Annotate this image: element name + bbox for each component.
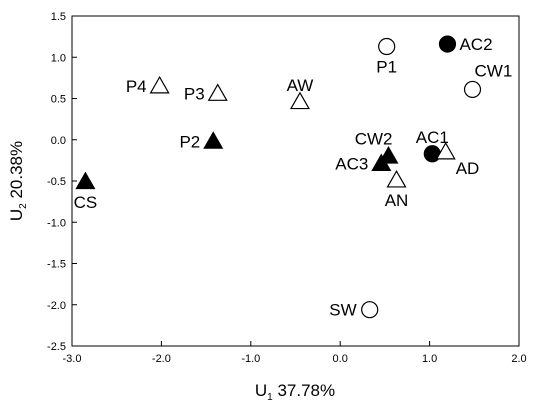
y-tick-label: 0.0 <box>51 135 66 147</box>
point-label-an: AN <box>385 191 409 210</box>
point-label-ad: AD <box>456 159 480 178</box>
x-tick-label: 0.0 <box>333 353 348 365</box>
x-tick-label: -3.0 <box>63 353 82 365</box>
point-marker-ac2 <box>438 35 457 53</box>
point-marker-aw <box>289 91 311 110</box>
y-tick-label: -0.5 <box>47 176 66 188</box>
point-label-p2: P2 <box>179 132 200 151</box>
x-tick-label: 2.0 <box>511 353 526 365</box>
x-axis-ticks: -3.0 -2.0 -1.0 0.0 1.0 2.0 <box>63 341 527 365</box>
point-label-aw: AW <box>287 76 314 95</box>
y-axis-ticks: 1.5 1.0 0.5 0.0 -0.5 -1.0 -1.5 -2.0 -2.5 <box>47 11 77 353</box>
point-marker-ad <box>435 141 456 160</box>
x-tick-label: -2.0 <box>152 353 171 365</box>
x-tick-label: 1.0 <box>422 353 437 365</box>
point-marker-ac3 <box>371 153 392 172</box>
point-label-sw: SW <box>329 301 356 320</box>
y-axis-title: U2 20.38% <box>7 141 29 221</box>
y-tick-label: -1.0 <box>47 217 66 229</box>
y-tick-label: 1.5 <box>51 11 66 23</box>
y-tick-label: 0.5 <box>51 94 66 106</box>
point-marker-cs <box>75 171 96 190</box>
y-tick-label: -2.0 <box>47 300 66 312</box>
data-points: CS P4 P3 P2 AW P1 AC2 CW1 CW2 AC3 AN AC1 AD SW <box>74 35 513 320</box>
point-label-ac1: AC1 <box>416 128 449 147</box>
point-label-cw2: CW2 <box>355 129 393 148</box>
point-label-ac3: AC3 <box>335 155 368 174</box>
point-marker-p2 <box>203 131 224 149</box>
point-marker-p3 <box>207 83 228 101</box>
point-marker-p1 <box>378 37 396 56</box>
x-tick-label: -1.0 <box>241 353 260 365</box>
point-label-p3: P3 <box>184 85 205 104</box>
point-marker-sw <box>361 301 379 319</box>
y-tick-label: -2.5 <box>47 341 66 353</box>
point-label-cs: CS <box>74 193 98 212</box>
point-marker-cw1 <box>463 80 482 99</box>
x-axis-title: U1 37.78% <box>255 381 335 403</box>
plot-frame <box>71 15 520 347</box>
point-label-p1: P1 <box>376 58 397 77</box>
point-label-cw1: CW1 <box>475 61 513 80</box>
point-label-ac2: AC2 <box>459 35 492 54</box>
point-marker-an <box>386 169 407 188</box>
y-tick-label: 1.0 <box>51 52 66 64</box>
point-marker-p4 <box>149 75 170 94</box>
point-label-p4: P4 <box>126 77 147 96</box>
y-tick-label: -1.5 <box>47 259 66 271</box>
